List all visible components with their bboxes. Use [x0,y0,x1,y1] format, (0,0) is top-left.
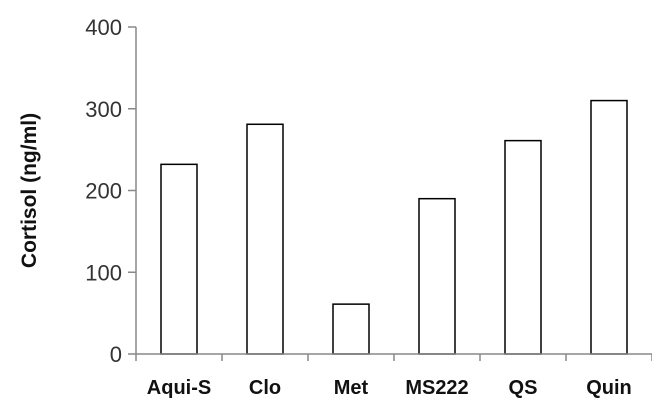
y-tick-label: 400 [85,15,122,40]
y-axis-title: Cortisol (ng/ml) [18,113,41,268]
y-tick-label: 100 [85,260,122,285]
x-category-label: Quin [586,377,632,399]
y-tick-label: 0 [110,342,122,367]
y-tick-label: 200 [85,179,122,204]
x-category-label: Aqui-S [147,377,211,399]
y-axis-ticks: 0 100 200 300 400 [85,15,136,367]
bar-ms222 [418,197,456,355]
x-category-label: Clo [249,377,281,399]
x-category-label: Met [334,377,369,399]
bar-qs [504,139,542,355]
x-axis-ticks: Aqui-S Clo Met MS222 QS Quin [135,354,652,399]
x-category-label: QS [509,377,538,399]
bar-clo [246,123,284,355]
bar-aqui-s [160,163,198,355]
bar-met [332,303,370,355]
bars [160,99,628,355]
bar-quin [590,99,628,355]
x-category-label: MS222 [405,377,468,399]
y-tick-label: 300 [85,97,122,122]
